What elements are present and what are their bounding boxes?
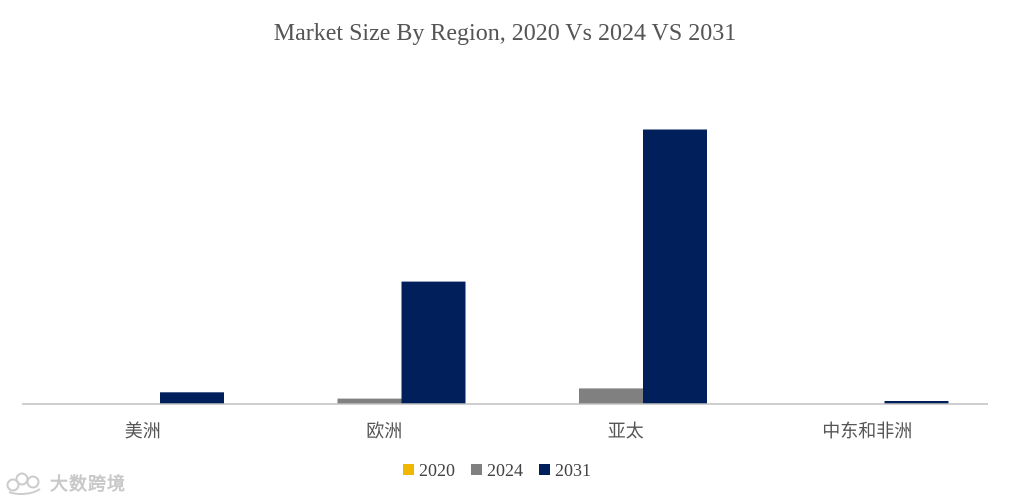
legend-swatch-2031 [539, 464, 550, 475]
chart-title: Market Size By Region, 2020 Vs 2024 VS 2… [274, 20, 736, 46]
legend-swatch-2024 [471, 464, 482, 475]
bar-2024-3 [579, 388, 643, 404]
legend-label-2031: 2031 [555, 460, 591, 480]
logo-icon [6, 471, 44, 495]
bar-2031-2 [401, 281, 466, 404]
watermark-text: 大数跨境 [50, 474, 126, 495]
category-labels: 美洲 欧洲 亚太 中东和非洲 [125, 421, 913, 442]
legend: 2020 2024 2031 [403, 460, 591, 480]
category-label-1: 美洲 [125, 421, 161, 442]
bar-2024-2 [337, 398, 402, 404]
category-label-4: 中东和非洲 [822, 421, 912, 442]
legend-label-2020: 2020 [419, 460, 455, 480]
legend-label-2024: 2024 [487, 460, 523, 480]
category-label-2: 欧洲 [366, 421, 402, 442]
bar-2031-3 [643, 129, 707, 404]
legend-swatch-2020 [403, 464, 414, 475]
bar-2031-4 [884, 401, 949, 404]
category-label-3: 亚太 [608, 421, 644, 442]
bar-2031-1 [160, 392, 224, 404]
watermark: 大数跨境 [6, 470, 126, 496]
bars-layer [160, 129, 949, 404]
